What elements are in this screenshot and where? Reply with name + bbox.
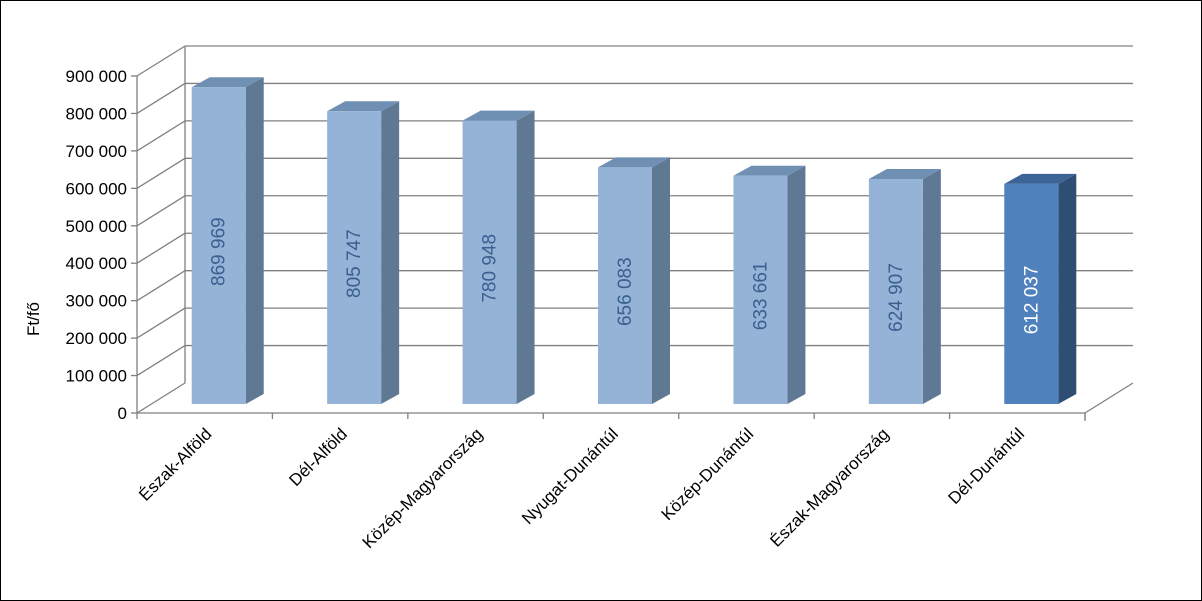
y-tick-label: 100 000	[66, 367, 127, 386]
bar-value-label: 805 747	[344, 229, 365, 298]
bar-7: 612 037	[1004, 173, 1077, 404]
bar-front-face	[868, 179, 923, 404]
y-tick-label: 300 000	[66, 292, 127, 311]
x-category-label: Dél-Dunántúl	[945, 424, 1029, 508]
y-tick-label: 400 000	[66, 254, 127, 273]
bar-5: 633 661	[733, 165, 806, 404]
gridline-side	[136, 157, 186, 189]
gridline-side	[136, 270, 186, 302]
bar-front-face	[191, 87, 246, 405]
bar-front-face	[733, 175, 788, 404]
y-tick-label: 0	[118, 404, 127, 423]
bar-top-face	[327, 101, 400, 112]
gridline-side	[136, 232, 186, 264]
bar-top-face	[191, 77, 264, 88]
bar-side-face	[1058, 173, 1077, 404]
bar-side-face	[922, 169, 941, 404]
gridline-side	[136, 45, 186, 77]
bar-top-face	[868, 169, 941, 180]
gridline-side	[136, 195, 186, 227]
gridline-side	[136, 82, 186, 114]
floor-right-edge	[1084, 382, 1134, 414]
bar-top-face	[462, 110, 535, 121]
x-category-label: Közép-Magyarország	[359, 424, 487, 552]
bar-top-face	[598, 157, 670, 168]
bar-top-face	[733, 165, 806, 176]
bar-top-face	[1004, 173, 1077, 184]
bar-4: 656 083	[598, 157, 670, 404]
bar-side-face	[652, 157, 670, 404]
bar-side-face	[381, 101, 400, 404]
bar-side-face	[787, 165, 806, 404]
bar-value-label: 656 083	[615, 257, 636, 326]
y-tick-label: 600 000	[66, 179, 127, 198]
bar-front-face	[1004, 183, 1059, 404]
gridline-side	[136, 307, 186, 339]
bar-front-face	[598, 167, 652, 404]
y-tick-label: 200 000	[66, 329, 127, 348]
bar-value-label: 612 037	[1021, 266, 1042, 335]
x-category-label: Közép-Dunántúl	[658, 424, 758, 524]
gridline-side	[136, 345, 186, 377]
y-axis-title: Ft/fő	[24, 302, 43, 336]
gridline-side	[136, 382, 186, 414]
bar-value-label: 633 661	[750, 262, 771, 331]
bar-6: 624 907	[868, 169, 941, 404]
bar-side-face	[245, 77, 264, 405]
y-tick-label: 500 000	[66, 217, 127, 236]
x-category-label: Észak-Alföld	[135, 424, 215, 504]
bar-side-face	[516, 110, 535, 404]
bar-front-face	[327, 111, 382, 404]
gridline-side	[136, 120, 186, 152]
y-tick-label: 800 000	[66, 104, 127, 123]
bar-1: 869 969	[191, 77, 264, 405]
bar-value-label: 780 948	[480, 234, 501, 303]
bar-front-face	[462, 120, 517, 404]
x-category-label: Dél-Alföld	[285, 424, 351, 490]
y-tick-label: 900 000	[66, 67, 127, 86]
x-category-label: Nyugat-Dunántúl	[518, 424, 622, 528]
bar-value-label: 869 969	[209, 217, 230, 286]
bar-value-label: 624 907	[886, 263, 907, 332]
x-category-label: Észak-Magyarország	[766, 424, 892, 550]
bar-2: 805 747	[327, 101, 400, 404]
y-tick-label: 700 000	[66, 142, 127, 161]
bar-3: 780 948	[462, 110, 535, 404]
bars-layer: 869 969 805 747 780 948 656 083 633 661 624 9…	[191, 77, 1077, 405]
